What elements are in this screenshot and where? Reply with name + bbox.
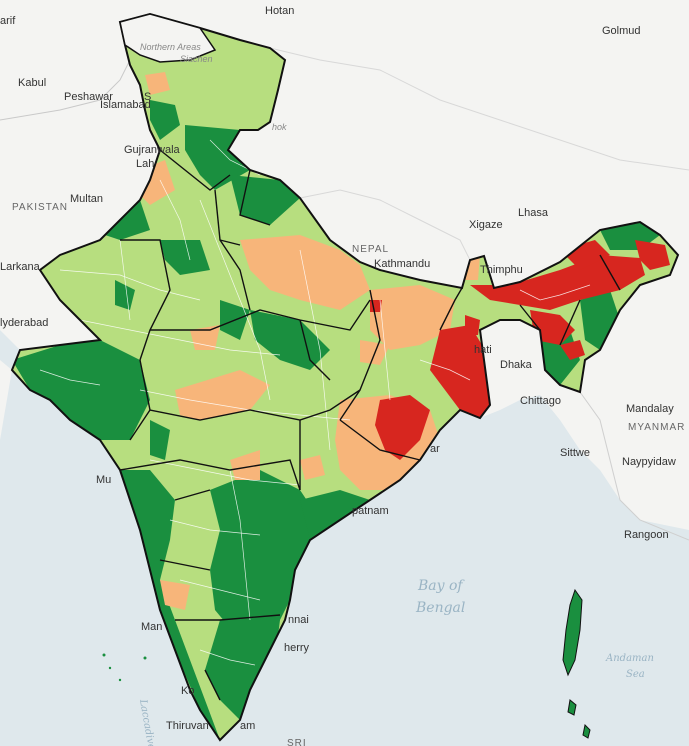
label-mangalore: Man [141,621,162,633]
label-aksai: hok [272,122,287,132]
label-puducherry: herry [284,642,310,654]
label-chennai: nnai [288,614,309,626]
label-thiruvananthapuram: Thiruvan [166,720,209,732]
label-kathmandu: Kathmandu [374,258,430,270]
label-guwahati: hati [474,344,492,356]
label-kochi: Ko [181,685,194,697]
label-andaman: Andaman [605,653,654,664]
label-hotan: Hotan [265,5,294,17]
india-outline [10,12,680,742]
label-chittagong: Chittago [520,395,561,407]
label-mandalay: Mandalay [626,403,674,415]
label-islamabad: Islamabad [100,99,151,111]
label-hyderabad: lyderabad [0,317,48,329]
dark-green-regions [12,100,660,740]
sea-area [0,370,689,746]
red-regions [370,240,670,460]
label-gujranwala: Gujranwala [124,144,181,156]
northern-areas-region [119,13,217,63]
tibet-border [299,189,471,261]
label-multan: Multan [70,193,103,205]
label-siachen: Siachen [180,54,213,64]
district-lines [39,139,591,666]
label-lhasa: Lhasa [518,207,549,219]
andaman-islands [562,588,591,739]
state-borders [119,129,621,701]
label-visakhapatnam: patnam [352,505,389,517]
label-ar: ar [430,443,440,455]
label-nepal: NEPAL [352,244,389,255]
label-lahore: Lah [136,158,154,170]
label-dhaka: Dhaka [500,359,533,371]
label-naypyidaw: Naypyidaw [622,456,676,468]
label-bengal: Bengal [415,600,465,616]
label-golmud: Golmud [602,25,641,37]
label-larkana: Larkana [0,261,41,273]
label-sittwe: Sittwe [560,447,590,459]
label-mumbai: Mu [96,474,111,486]
label-arif: arif [0,15,16,27]
lakshadweep-islands [102,653,147,682]
label-sri-lanka: SRI [287,738,307,746]
label-bay-of: Bay of [417,578,465,594]
label-kabul: Kabul [18,77,46,89]
label-sea: Sea [626,669,645,680]
label-am: am [240,720,255,732]
myanmar-border [579,391,689,541]
label-xigaze: Xigaze [469,219,503,231]
label-northern-areas: Northern Areas [140,42,201,52]
label-thimphu: Thimphu [480,264,523,276]
label-peshawar: Peshawar [64,91,113,103]
china-border [269,47,689,171]
label-pakistan: PAKISTAN [12,202,68,213]
label-srinagar: S [144,91,151,103]
label-rangoon: Rangoon [624,529,669,541]
label-myanmar: MYANMAR [628,422,685,433]
